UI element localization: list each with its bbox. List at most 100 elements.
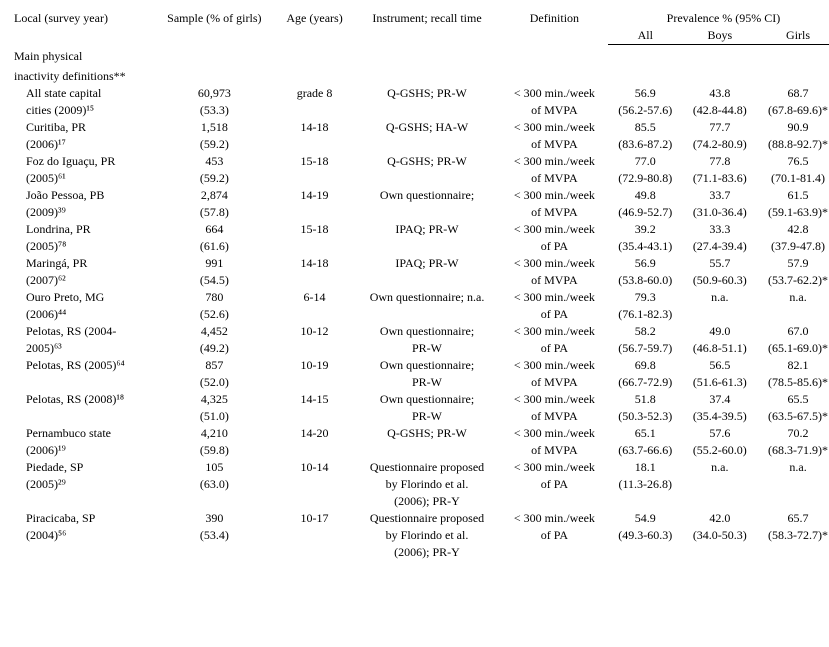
- cell-girls: 61.5: [757, 187, 829, 204]
- table-row: Londrina, PR66415-18IPAQ; PR-W< 300 min.…: [10, 221, 829, 238]
- cell-def: of MVPA: [501, 136, 608, 153]
- cell-girls: 82.1: [757, 357, 829, 374]
- cell-all: 49.8: [608, 187, 683, 204]
- cell-all: (72.9-80.8): [608, 170, 683, 187]
- cell-instrument: Q-GSHS; PR-W: [353, 153, 501, 170]
- cell-sample: (49.2): [153, 340, 276, 357]
- cell-instrument: PR-W: [353, 340, 501, 357]
- cell-def: < 300 min./week: [501, 357, 608, 374]
- cell-def: of PA: [501, 306, 608, 323]
- cell-age: 14-15: [276, 391, 353, 408]
- cell-def: of MVPA: [501, 102, 608, 119]
- cell-sample: (57.8): [153, 204, 276, 221]
- cell-instrument: Own questionnaire;: [353, 391, 501, 408]
- table-row: Pelotas, RS (2005)⁶⁴85710-19Own question…: [10, 357, 829, 374]
- cell-boys: 56.5: [683, 357, 758, 374]
- cell-age: 15-18: [276, 153, 353, 170]
- cell-local: (2005)⁷⁸: [10, 238, 153, 255]
- cell-local: Maringá, PR: [10, 255, 153, 272]
- cell-instrument: Questionnaire proposed: [353, 510, 501, 527]
- cell-all: (49.3-60.3): [608, 527, 683, 544]
- cell-local: All state capital: [10, 85, 153, 102]
- cell-def: < 300 min./week: [501, 289, 608, 306]
- cell-all: (63.7-66.6): [608, 442, 683, 459]
- cell-sample: 4,325: [153, 391, 276, 408]
- cell-instrument: Own questionnaire;: [353, 187, 501, 204]
- cell-boys: 57.6: [683, 425, 758, 442]
- cell-instrument: Questionnaire proposed: [353, 459, 501, 476]
- cell-instrument: by Florindo et al.: [353, 476, 501, 493]
- cell-age: 6-14: [276, 289, 353, 306]
- cell-local: (2006)⁴⁴: [10, 306, 153, 323]
- table-row: Maringá, PR99114-18IPAQ; PR-W< 300 min./…: [10, 255, 829, 272]
- cell-local: Piracicaba, SP: [10, 510, 153, 527]
- table-row: (2007)⁶²(54.5)of MVPA(53.8-60.0)(50.9-60…: [10, 272, 829, 289]
- cell-girls: (59.1-63.9)*: [757, 204, 829, 221]
- cell-sample: (51.0): [153, 408, 276, 425]
- cell-boys: (46.8-51.1): [683, 340, 758, 357]
- cell-sample: 857: [153, 357, 276, 374]
- cell-boys: (35.4-39.5): [683, 408, 758, 425]
- cell-local: Pernambuco state: [10, 425, 153, 442]
- cell-local: João Pessoa, PB: [10, 187, 153, 204]
- cell-local: Pelotas, RS (2008)¹⁸: [10, 391, 153, 408]
- th-girls: Girls: [757, 27, 829, 45]
- cell-def: < 300 min./week: [501, 119, 608, 136]
- cell-all: 18.1: [608, 459, 683, 476]
- cell-all: (66.7-72.9): [608, 374, 683, 391]
- th-all: All: [608, 27, 683, 45]
- cell-local: [10, 408, 153, 425]
- cell-def: of MVPA: [501, 170, 608, 187]
- cell-sample: 1,518: [153, 119, 276, 136]
- cell-boys: n.a.: [683, 459, 758, 476]
- cell-def: of MVPA: [501, 204, 608, 221]
- cell-girls: (88.8-92.7)*: [757, 136, 829, 153]
- cell-instrument: [353, 272, 501, 289]
- table-body: Main physical inactivity definitions** A…: [10, 45, 829, 562]
- cell-all: 54.9: [608, 510, 683, 527]
- cell-instrument: IPAQ; PR-W: [353, 221, 501, 238]
- cell-instrument: Q-GSHS; PR-W: [353, 85, 501, 102]
- cell-instrument: PR-W: [353, 374, 501, 391]
- cell-all: 69.8: [608, 357, 683, 374]
- cell-girls: 65.7: [757, 510, 829, 527]
- cell-local: Ouro Preto, MG: [10, 289, 153, 306]
- cell-girls: (70.1-81.4): [757, 170, 829, 187]
- cell-girls: [757, 306, 829, 323]
- cell-boys: [683, 306, 758, 323]
- cell-local: (2007)⁶²: [10, 272, 153, 289]
- cell-local: (2005)⁶¹: [10, 170, 153, 187]
- cell-def: of PA: [501, 238, 608, 255]
- cell-local: 2005)⁶³: [10, 340, 153, 357]
- cell-all: (46.9-52.7): [608, 204, 683, 221]
- cell-instrument: Own questionnaire;: [353, 323, 501, 340]
- cell-boys: 49.0: [683, 323, 758, 340]
- cell-all: 58.2: [608, 323, 683, 340]
- table-row: Pelotas, RS (2008)¹⁸4,32514-15Own questi…: [10, 391, 829, 408]
- cell-def: < 300 min./week: [501, 323, 608, 340]
- cell-sample: 390: [153, 510, 276, 527]
- cell-def: of PA: [501, 527, 608, 544]
- cell-girls: 76.5: [757, 153, 829, 170]
- cell-girls: 90.9: [757, 119, 829, 136]
- cell-all: 39.2: [608, 221, 683, 238]
- cell-all: (83.6-87.2): [608, 136, 683, 153]
- cell-girls: (68.3-71.9)*: [757, 442, 829, 459]
- cell-local: (2004)⁵⁶: [10, 527, 153, 544]
- table-row: (52.0)PR-Wof MVPA(66.7-72.9)(51.6-61.3)(…: [10, 374, 829, 391]
- cell-girls: 67.0: [757, 323, 829, 340]
- cell-boys: [683, 476, 758, 493]
- cell-sample: (59.2): [153, 136, 276, 153]
- table-row: (2005)⁶¹(59.2)of MVPA(72.9-80.8)(71.1-83…: [10, 170, 829, 187]
- cell-instrument: Q-GSHS; PR-W: [353, 425, 501, 442]
- table-row: Foz do Iguaçu, PR45315-18Q-GSHS; PR-W< 3…: [10, 153, 829, 170]
- table-row: (2006); PR-Y: [10, 544, 829, 561]
- th-definition: Definition: [501, 10, 608, 45]
- table-row: (2005)⁷⁸(61.6)of PA(35.4-43.1)(27.4-39.4…: [10, 238, 829, 255]
- cell-instrument: Q-GSHS; HA-W: [353, 119, 501, 136]
- cell-sample: 780: [153, 289, 276, 306]
- table-row: (2006)⁴⁴(52.6)of PA(76.1-82.3): [10, 306, 829, 323]
- cell-sample: (54.5): [153, 272, 276, 289]
- table-row: (2006); PR-Y: [10, 493, 829, 510]
- cell-boys: 55.7: [683, 255, 758, 272]
